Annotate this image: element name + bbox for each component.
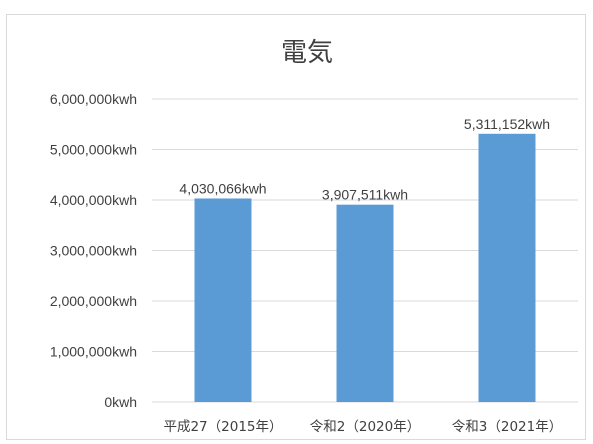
x-category-label: 令和3（2021年） (452, 419, 562, 435)
y-tick-label: 0kwh (104, 394, 137, 410)
bar (194, 198, 252, 402)
y-tick-label: 2,000,000kwh (50, 293, 137, 309)
bar (336, 204, 394, 402)
y-tick-label: 5,000,000kwh (50, 142, 137, 158)
y-tick-label: 1,000,000kwh (50, 344, 137, 360)
data-label: 3,907,511kwh (322, 187, 408, 203)
data-label: 5,311,152kwh (464, 116, 550, 132)
x-category-label: 平成27（2015年） (163, 419, 282, 435)
y-axis-ticks: 0kwh 1,000,000kwh 2,000,000kwh 3,000,000kwh… (50, 91, 137, 410)
chart-title: 電気 (281, 38, 333, 68)
bar (478, 133, 536, 403)
data-labels: 4,030,066kwh 3,907,511kwh 5,311,152kwh (179, 116, 550, 203)
y-tick-label: 4,000,000kwh (50, 192, 137, 208)
data-label: 4,030,066kwh (179, 180, 266, 196)
x-axis-categories: 平成27（2015年） 令和2（2020年） 令和3（2021年） (163, 419, 562, 435)
x-category-label: 令和2（2020年） (310, 419, 420, 435)
bars (194, 133, 536, 403)
y-tick-label: 6,000,000kwh (50, 91, 137, 107)
y-tick-label: 3,000,000kwh (50, 243, 137, 259)
